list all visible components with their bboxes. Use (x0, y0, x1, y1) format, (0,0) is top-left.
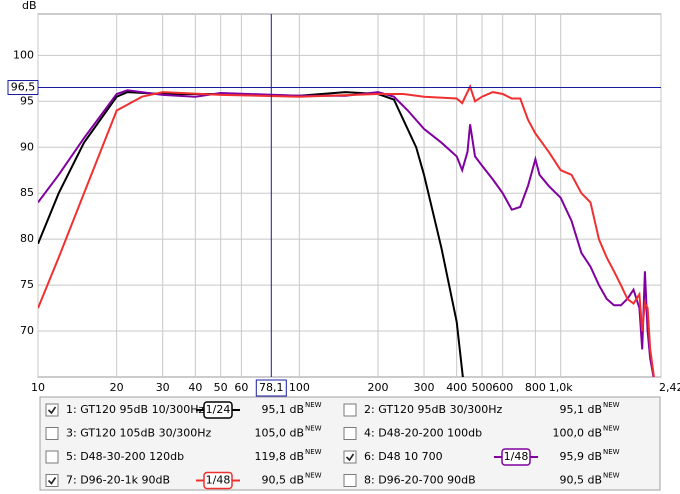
x-tick-label: 200 (368, 381, 389, 394)
legend-checkbox[interactable] (45, 474, 59, 487)
y-tick-label: 95 (20, 94, 34, 107)
legend-badge: NEW (603, 425, 620, 433)
series-line (38, 91, 464, 377)
series-line (38, 89, 655, 377)
legend-smoothing-box (203, 471, 233, 490)
legend-level: 95,1 dB (261, 403, 304, 416)
legend-level: 100,0 dB (552, 427, 602, 440)
legend-label: 4: D48-20-200 100db (364, 427, 482, 440)
legend-smoothing: 1/24 (206, 403, 231, 416)
x-tick-label: 400 (446, 381, 467, 394)
legend-badge: NEW (603, 472, 620, 480)
legend-level: 105,0 dB (254, 427, 304, 440)
legend-smoothing: 1/48 (504, 450, 529, 463)
x-tick-label: 60 (234, 381, 248, 394)
y-tick-label: 100 (13, 48, 34, 61)
legend-checkbox[interactable] (343, 474, 357, 487)
legend-checkbox[interactable] (343, 403, 357, 417)
legend-badge: NEW (603, 448, 620, 456)
legend-checkbox[interactable] (45, 403, 59, 417)
legend-label: 1: GT120 95dB 10/300Hz (66, 403, 205, 416)
y-tick-label: 85 (20, 186, 34, 199)
cursor-box (255, 379, 287, 397)
legend-smoothing-box (203, 401, 233, 419)
legend-checkbox[interactable] (343, 450, 357, 464)
y-tick-label: 80 (20, 232, 34, 245)
legend-check (47, 477, 57, 485)
legend-badge: NEW (603, 401, 620, 409)
legend-label: 3: GT120 105dB 30/300Hz (66, 427, 212, 440)
x-tick-label: 600 (492, 381, 513, 394)
series-group (38, 83, 655, 377)
y-tick-label: 70 (20, 324, 34, 337)
x-tick-label: 30 (156, 381, 170, 394)
legend-checkbox[interactable] (45, 427, 59, 440)
legend-label: 5: D48-30-200 120db (66, 450, 184, 463)
legend-label: 7: D96-20-1k 90dB (66, 474, 170, 487)
legend-smoothing-box (501, 448, 531, 466)
legend-check (345, 453, 355, 462)
plot-area (37, 13, 662, 378)
cursor-box (7, 80, 39, 96)
legend-checkbox[interactable] (343, 427, 357, 440)
legend-smoothing: 1/48 (206, 474, 231, 487)
y-axis-label: dB (22, 0, 37, 12)
legend-level: 90,5 dB (559, 474, 602, 487)
legend-checkbox[interactable] (45, 450, 59, 464)
cursor-label: 96,5 (11, 81, 36, 94)
legend-badge: NEW (305, 401, 322, 409)
legend-check (47, 406, 57, 415)
x-tick-label: 500 (472, 381, 493, 394)
y-tick-label: 75 (20, 278, 34, 291)
x-tick-label: 50 (214, 381, 228, 394)
legend-level: 95,9 dB (559, 450, 602, 463)
x-tick-label: 10 (31, 381, 45, 394)
legend-badge: NEW (305, 425, 322, 433)
x-tick-label: 40 (188, 381, 202, 394)
x-tick-label: 300 (414, 381, 435, 394)
x-tick-label: 800 (525, 381, 546, 394)
legend-label: 6: D48 10 700 (364, 450, 443, 463)
x-tick-label: 2,42k Hz (659, 381, 680, 394)
x-tick-label: 1,0k (549, 381, 573, 394)
legend-badge: NEW (305, 472, 322, 480)
legend-label: 8: D96-20-700 90dB (364, 474, 476, 487)
x-tick-label: 100 (289, 381, 310, 394)
legend-level: 90,5 dB (261, 474, 304, 487)
legend-badge: NEW (305, 448, 322, 456)
legend-level: 119,8 dB (254, 450, 304, 463)
legend-level: 95,1 dB (559, 403, 602, 416)
x-tick-label: 20 (110, 381, 124, 394)
cursor-label: 78,1 (259, 381, 284, 394)
legend-label: 2: GT120 95dB 30/300Hz (364, 403, 503, 416)
series-line (38, 83, 655, 377)
y-tick-label: 90 (20, 140, 34, 153)
